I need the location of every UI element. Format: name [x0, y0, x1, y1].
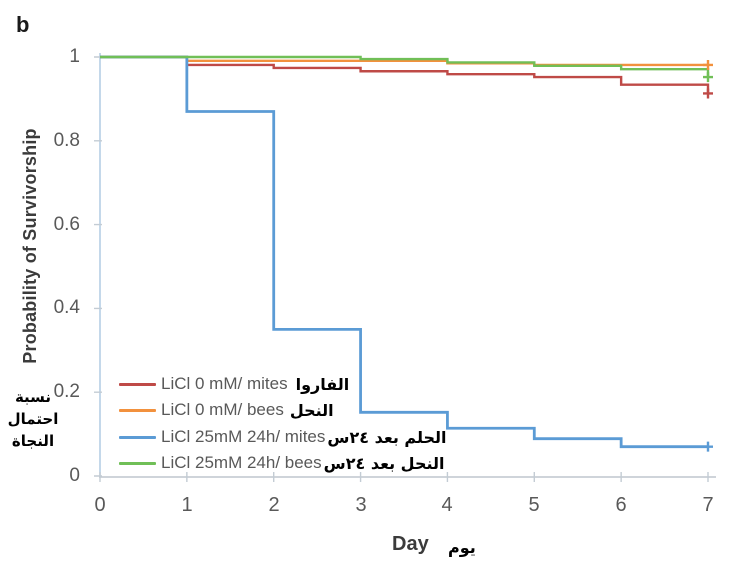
- y-tick-label: 0.2: [53, 381, 80, 402]
- y-tick-label: 0: [69, 465, 80, 486]
- tick-mark-path: [94, 56, 709, 482]
- y-axis-title-arabic-line: احتمال: [7, 410, 59, 428]
- x-tick-label: 0: [94, 494, 106, 516]
- x-axis-title: Day: [392, 533, 429, 555]
- legend-swatch-orange: [119, 408, 156, 412]
- legend-label-arabic: النحل: [289, 400, 334, 420]
- y-axis-title-arabic-line: النجاة: [11, 432, 55, 450]
- legend-label-arabic: الفاروا: [295, 374, 350, 394]
- y-tick-label: 0.4: [53, 297, 80, 318]
- x-tick-label: 7: [702, 494, 714, 516]
- legend-label-arabic: الحلم بعد ٢٤س: [327, 427, 447, 447]
- legend-label: LiCl 25mM 24h/ mites: [161, 427, 326, 446]
- series-line-3: [100, 55, 708, 449]
- legend-swatch-red: [119, 382, 156, 386]
- series-line-4: [100, 55, 710, 78]
- legend-label: LiCl 0 mM/ bees: [161, 400, 284, 419]
- x-tick-label: 5: [528, 494, 540, 516]
- x-tick-label: 6: [615, 494, 627, 516]
- panel-label: b: [16, 12, 30, 37]
- legend-item-licl25-mites: LiCl 25mM 24h/ mites الحلم بعد ٢٤س: [119, 425, 447, 449]
- y-tick-label: 0.6: [53, 214, 80, 235]
- x-axis-title-arabic: يوم: [448, 538, 476, 557]
- censor-marker-2: [703, 59, 713, 70]
- series-line-1: [100, 55, 710, 94]
- censor-marker-3: [703, 441, 713, 452]
- y-axis-title-arabic-line: نسبة: [14, 388, 52, 406]
- series-lines: [100, 55, 713, 452]
- x-tick-label: 4: [441, 494, 453, 516]
- legend-label-arabic: النحل بعد ٢٤س: [323, 453, 445, 473]
- axis-tick-marks: [94, 56, 709, 482]
- y-tick-label: 0.8: [53, 130, 80, 151]
- legend-swatch-green: [119, 461, 156, 465]
- x-tick-label: 2: [268, 494, 280, 516]
- legend-item-licl0-bees: LiCl 0 mM/ bees النحل: [119, 398, 334, 422]
- censor-marker-1: [703, 88, 713, 99]
- legend-label: LiCl 0 mM/ mites: [161, 374, 288, 393]
- y-axis-title-arabic: نسبة احتمال النجاة: [0, 386, 66, 452]
- legend-swatch-blue: [119, 435, 156, 439]
- y-tick-label: 1: [69, 46, 80, 67]
- legend-item-licl0-mites: LiCl 0 mM/ mites الفاروا: [119, 372, 349, 396]
- x-tick-label: 1: [181, 494, 193, 516]
- y-axis-title: Probability of Survivorship: [20, 128, 40, 364]
- legend-label: LiCl 25mM 24h/ bees: [161, 453, 322, 472]
- censor-marker-4: [703, 72, 713, 83]
- legend-item-licl25-bees: LiCl 25mM 24h/ bees النحل بعد ٢٤س: [119, 451, 445, 475]
- x-tick-label: 3: [355, 494, 367, 516]
